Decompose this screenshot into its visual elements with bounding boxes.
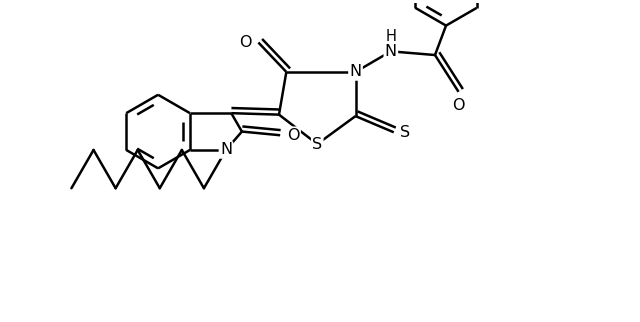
Text: N: N <box>349 64 362 80</box>
Text: N: N <box>385 44 397 59</box>
Text: O: O <box>239 35 252 50</box>
Text: S: S <box>401 125 411 140</box>
Text: H: H <box>385 29 396 44</box>
Text: N: N <box>220 142 232 157</box>
Text: O: O <box>287 128 300 143</box>
Text: O: O <box>452 98 465 113</box>
Text: S: S <box>312 137 323 152</box>
